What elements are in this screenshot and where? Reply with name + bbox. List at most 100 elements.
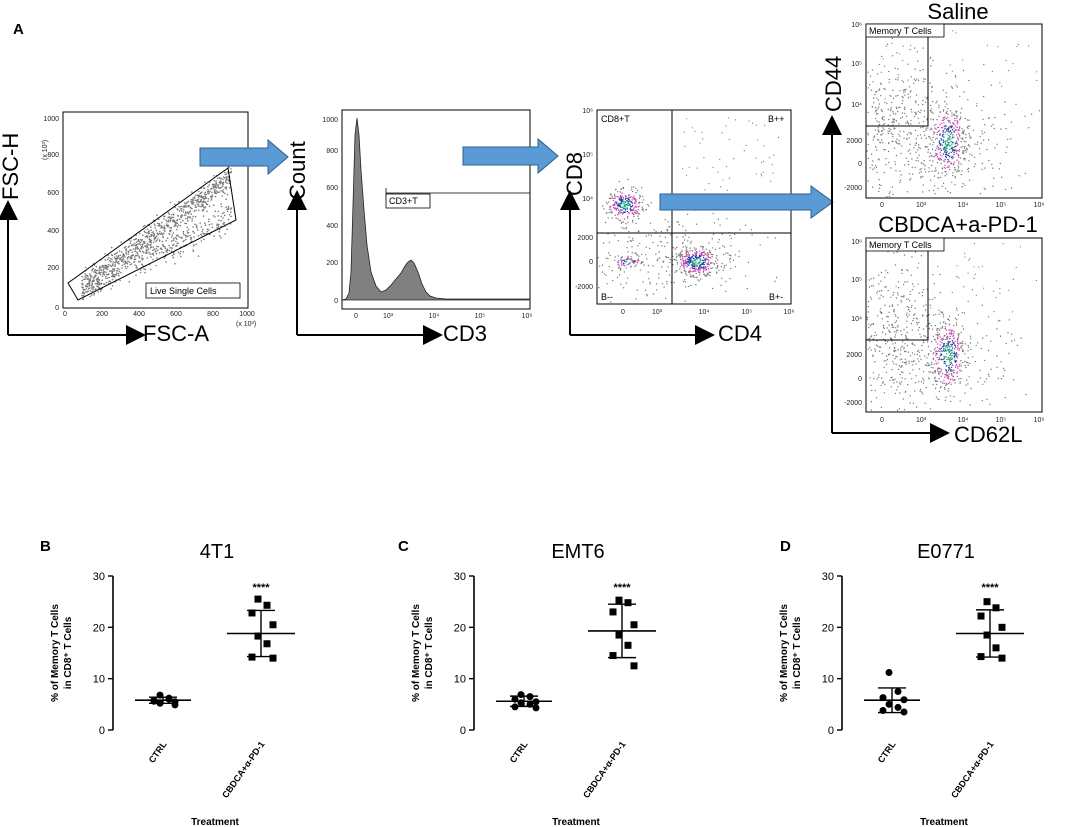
naive-population <box>957 367 959 369</box>
cd4-population <box>702 251 705 254</box>
memory-event <box>871 389 873 392</box>
cd4-population <box>679 253 682 256</box>
naive-population <box>960 146 962 148</box>
naive-population <box>953 146 956 148</box>
background-event <box>972 129 975 132</box>
background-event <box>937 331 939 334</box>
fsc-event <box>81 283 83 285</box>
cd44-y-label: CD44 <box>821 56 846 112</box>
cd4-population <box>676 255 678 257</box>
background-event <box>977 381 979 383</box>
fsc-event <box>137 239 140 241</box>
naive-population <box>940 149 942 151</box>
naive-population <box>943 382 945 384</box>
background-event <box>917 349 920 352</box>
naive-population <box>942 119 944 122</box>
memory-event <box>895 78 897 80</box>
fsc-event <box>185 222 187 225</box>
fsc-event <box>97 276 100 279</box>
cd8-population <box>626 217 629 219</box>
fsc-event <box>120 272 122 274</box>
naive-population <box>945 348 947 350</box>
background-event <box>910 44 912 46</box>
background-event <box>763 145 765 147</box>
fsc-event <box>210 199 212 201</box>
fsc-event <box>111 278 114 281</box>
background-event <box>887 320 889 323</box>
background-event <box>730 245 732 247</box>
cd4-population <box>692 267 694 270</box>
fsc-x-tick: 600 <box>170 311 182 318</box>
background-event <box>726 166 728 168</box>
background-event <box>961 186 963 188</box>
fsc-event <box>104 253 106 255</box>
cd8-population <box>621 209 623 211</box>
cd4-population <box>683 267 685 269</box>
memory-event <box>897 79 899 81</box>
memory-event <box>902 89 904 91</box>
background-event <box>952 156 955 159</box>
background-event <box>644 289 647 291</box>
fsc-event <box>108 260 111 262</box>
background-event <box>702 138 704 140</box>
background-event <box>981 168 983 170</box>
background-event <box>905 122 907 125</box>
fsc-event <box>190 240 193 243</box>
fsc-event <box>117 272 120 275</box>
background-event <box>984 188 986 190</box>
memory-event <box>870 278 872 280</box>
background-event <box>1015 266 1017 269</box>
memory-event <box>887 316 889 318</box>
background-event <box>924 364 927 366</box>
background-event <box>928 327 930 330</box>
naive-population <box>951 129 954 131</box>
fsc-event <box>163 225 165 227</box>
background-event <box>982 118 984 121</box>
naive-population <box>954 120 956 122</box>
memory-event <box>910 76 912 78</box>
naive-population <box>947 160 950 162</box>
background-event <box>935 351 937 353</box>
naive-population <box>952 134 954 136</box>
naive-population <box>937 398 939 400</box>
background-event <box>722 179 724 181</box>
naive-population <box>935 360 937 362</box>
background-event <box>925 129 927 131</box>
cd4-population <box>702 270 705 272</box>
fsc-event <box>90 287 92 289</box>
background-event <box>996 366 998 369</box>
background-event <box>941 185 944 187</box>
memory-event <box>885 45 888 47</box>
memory-event <box>932 59 934 62</box>
dn-population <box>622 262 625 265</box>
naive-population <box>943 357 945 360</box>
cd8-population <box>633 214 635 216</box>
background-event <box>904 334 907 337</box>
background-event <box>755 157 757 159</box>
cd4-population <box>715 260 717 262</box>
background-event <box>948 341 950 343</box>
fsc-event <box>87 278 89 280</box>
fsc-event <box>189 234 191 237</box>
cd8-population <box>620 212 622 214</box>
fsc-event <box>89 289 92 292</box>
background-event <box>682 168 684 170</box>
background-event <box>946 154 949 156</box>
naive-population <box>946 147 948 149</box>
background-event <box>1035 279 1037 282</box>
naive-population <box>936 133 938 136</box>
cd8-population <box>627 221 629 224</box>
fsc-event <box>119 279 121 282</box>
fsc-event <box>191 220 193 222</box>
background-event <box>713 222 716 224</box>
fsc-event <box>82 291 85 294</box>
fsc-event <box>192 199 195 201</box>
fsc-event <box>200 195 203 197</box>
memory-event <box>876 73 879 75</box>
memory-event <box>895 297 898 299</box>
memory-event <box>897 68 899 70</box>
memory-event <box>888 311 890 313</box>
fsc-event <box>223 223 225 225</box>
memory-event <box>879 141 881 144</box>
fsc-event <box>221 182 224 185</box>
